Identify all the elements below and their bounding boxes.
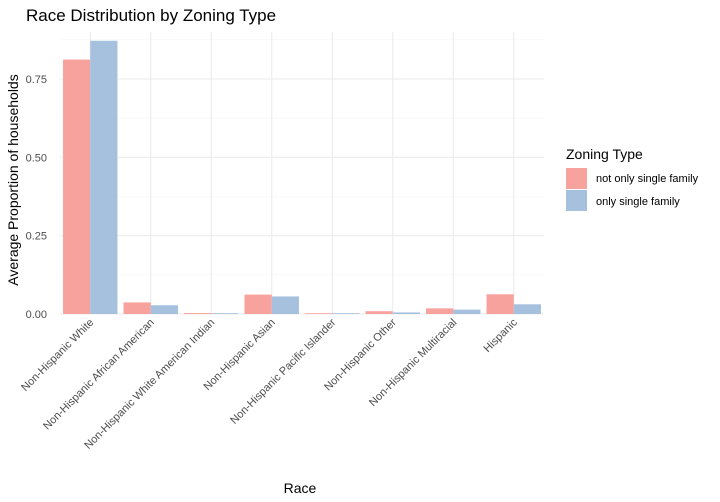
x-tick-label: Non-Hispanic African American [41,317,157,433]
y-axis-title: Average Proportion of households [5,74,21,285]
legend: Zoning Type not only single family only … [566,146,699,211]
bar-only-single-family-7 [513,304,541,314]
x-axis-title: Race [284,480,317,496]
gridlines [60,32,544,315]
y-tick-label: 0.25 [26,231,47,243]
y-axis-ticks: 0.00 0.25 0.50 0.75 [26,74,47,321]
y-tick-label: 0.00 [26,309,47,321]
bar-not-only-single-family-0 [63,59,91,314]
y-tick-label: 0.50 [26,152,47,164]
legend-swatch-only-single-family [566,190,587,211]
bar-only-single-family-6 [453,309,481,314]
bar-not-only-single-family-7 [486,294,514,314]
bar-only-single-family-0 [90,40,118,314]
y-tick-label: 0.75 [26,74,47,86]
x-tick-label: Non-Hispanic White American Indian [82,317,217,452]
legend-title: Zoning Type [566,146,643,162]
x-tick-label: Hispanic [482,316,521,355]
bars [63,40,541,314]
bar-not-only-single-family-4 [305,313,333,314]
bar-not-only-single-family-5 [365,311,393,314]
plot-area [60,32,544,315]
bar-not-only-single-family-6 [426,308,454,314]
bar-not-only-single-family-1 [123,302,151,314]
legend-label-not-only-single-family: not only single family [596,173,699,185]
chart-title: Race Distribution by Zoning Type [26,6,276,25]
bar-only-single-family-3 [271,296,299,314]
bar-only-single-family-2 [211,313,239,314]
bar-only-single-family-4 [332,313,360,314]
legend-swatch-not-only-single-family [566,168,587,189]
bar-not-only-single-family-2 [184,313,212,314]
bar-only-single-family-5 [392,312,420,314]
bar-not-only-single-family-3 [244,294,272,314]
x-tick-label: Non-Hispanic Pacific Islander [228,316,338,426]
legend-label-only-single-family: only single family [596,196,680,208]
bar-only-single-family-1 [150,305,178,314]
